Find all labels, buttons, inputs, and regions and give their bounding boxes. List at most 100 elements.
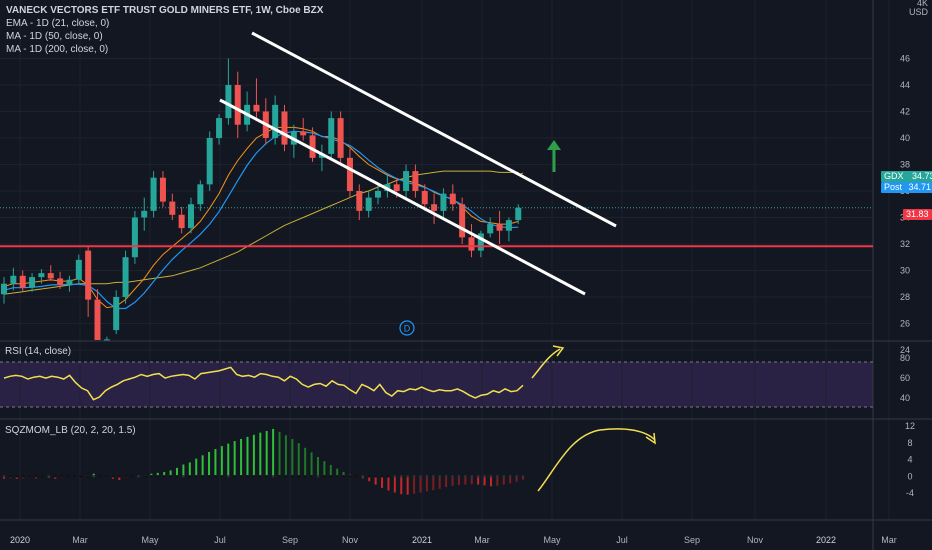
squeeze-dot: [130, 474, 134, 478]
post-tag-value: 34.71: [908, 182, 932, 192]
time-tick-label: Mar: [881, 535, 897, 545]
squeeze-dot: [521, 474, 525, 478]
squeeze-dot: [374, 474, 377, 478]
squeeze-dot: [60, 474, 63, 478]
squeeze-dot: [476, 474, 480, 478]
candle-body: [103, 339, 110, 341]
squeeze-dot: [207, 474, 211, 478]
price-tick-label: 30: [900, 265, 910, 275]
ema-legend[interactable]: EMA - 1D (21, close, 0): [6, 18, 110, 29]
candle-body: [365, 197, 372, 211]
squeeze-dot: [137, 474, 140, 478]
rsi-tick-label: 40: [900, 393, 910, 403]
squeeze-dot: [9, 474, 12, 478]
time-tick-label: Nov: [342, 535, 359, 545]
squeeze-dot: [406, 474, 409, 478]
time-tick-label: 2020: [10, 535, 30, 545]
squeeze-dot: [66, 474, 70, 478]
squeeze-dot: [182, 474, 185, 478]
squeeze-dot: [265, 474, 269, 478]
candle-body: [300, 131, 307, 136]
squeeze-dot: [156, 474, 160, 478]
symbol-title: VANECK VECTORS ETF TRUST GOLD MINERS ETF…: [6, 5, 324, 16]
price-axis-top-label: 4K: [916, 0, 928, 8]
dividend-marker: [399, 320, 415, 336]
squeeze-dot: [2, 474, 6, 478]
squeeze-dot: [483, 474, 486, 478]
dividend-marker-label: D: [404, 324, 411, 334]
candle-body: [505, 220, 512, 231]
squeeze-dot: [175, 474, 179, 478]
candle-body: [477, 233, 484, 251]
rsi-tick-label: 60: [900, 373, 910, 383]
squeeze-dot: [150, 474, 153, 478]
squeeze-dot: [34, 474, 38, 478]
indicator-legend: VANECK VECTORS ETF TRUST GOLD MINERS ETF…: [6, 4, 323, 56]
price-tick-label: 40: [900, 133, 910, 143]
squeeze-dot: [399, 474, 403, 478]
ma50-legend[interactable]: MA - 1D (50, close, 0): [6, 31, 103, 42]
hline-tag-value: 31.83: [906, 209, 929, 219]
candle-body: [57, 278, 64, 286]
post-price-tag: Post 34.71: [881, 182, 932, 193]
time-tick-label: May: [543, 535, 561, 545]
squeeze-dot: [214, 474, 217, 478]
candle-body: [131, 217, 138, 258]
sqz-tick-label: 12: [905, 421, 915, 431]
squeeze-dot: [431, 474, 435, 478]
squeeze-dot: [194, 474, 198, 478]
squeeze-dot: [316, 474, 320, 478]
ma200-legend[interactable]: MA - 1D (200, close, 0): [6, 44, 109, 55]
gdx-tag-value: 34.73: [912, 171, 932, 181]
squeeze-dot: [323, 474, 326, 478]
squeeze-dot: [258, 474, 262, 478]
time-tick-label: 2021: [412, 535, 432, 545]
candle-body: [225, 84, 232, 119]
candle-body: [178, 214, 185, 229]
squeeze-dot: [412, 474, 416, 478]
price-tick-label: 46: [900, 53, 910, 63]
squeeze-dot: [342, 474, 345, 478]
sqzmom-legend[interactable]: SQZMOM_LB (20, 2, 20, 1.5): [5, 425, 136, 436]
squeeze-dot: [79, 474, 83, 478]
candle-body: [440, 193, 447, 211]
squeeze-dot: [489, 474, 493, 478]
candle-body: [234, 84, 241, 125]
candle-body: [403, 171, 410, 191]
squeeze-dot: [393, 474, 397, 478]
green-up-arrowhead: [547, 140, 561, 150]
candle-body: [449, 193, 456, 205]
squeeze-dot: [419, 474, 422, 478]
candle-body: [412, 171, 419, 191]
squeeze-dot: [457, 474, 461, 478]
rsi-legend[interactable]: RSI (14, close): [5, 346, 72, 357]
squeeze-dot: [15, 474, 19, 478]
squeeze-dot: [98, 474, 102, 478]
candle-body: [346, 157, 353, 191]
candle-body: [253, 104, 260, 112]
candle-body: [188, 204, 194, 229]
squeeze-dot: [496, 474, 499, 478]
time-tick-label: May: [141, 535, 159, 545]
squeeze-dot: [470, 474, 474, 478]
candle-body: [496, 224, 503, 231]
squeeze-dot: [21, 474, 25, 478]
squeeze-dot: [169, 474, 172, 478]
squeeze-dot: [73, 474, 76, 478]
candle-body: [122, 257, 129, 297]
candle-body: [281, 111, 288, 145]
candle-body: [159, 177, 166, 202]
candle-body: [328, 118, 335, 154]
candle-body: [19, 275, 26, 288]
squeeze-dot: [47, 474, 51, 478]
candle-body: [468, 237, 475, 251]
squeeze-dot: [310, 474, 313, 478]
price-tick-label: 32: [900, 239, 910, 249]
candle-body: [141, 210, 148, 218]
candle-body: [85, 250, 92, 300]
squeeze-dot: [105, 474, 108, 478]
squeeze-dot: [143, 474, 147, 478]
rsi-drawn-arrow: [531, 348, 561, 379]
rsi-band-fill: [0, 362, 873, 407]
channel-upper-line: [251, 31, 617, 228]
